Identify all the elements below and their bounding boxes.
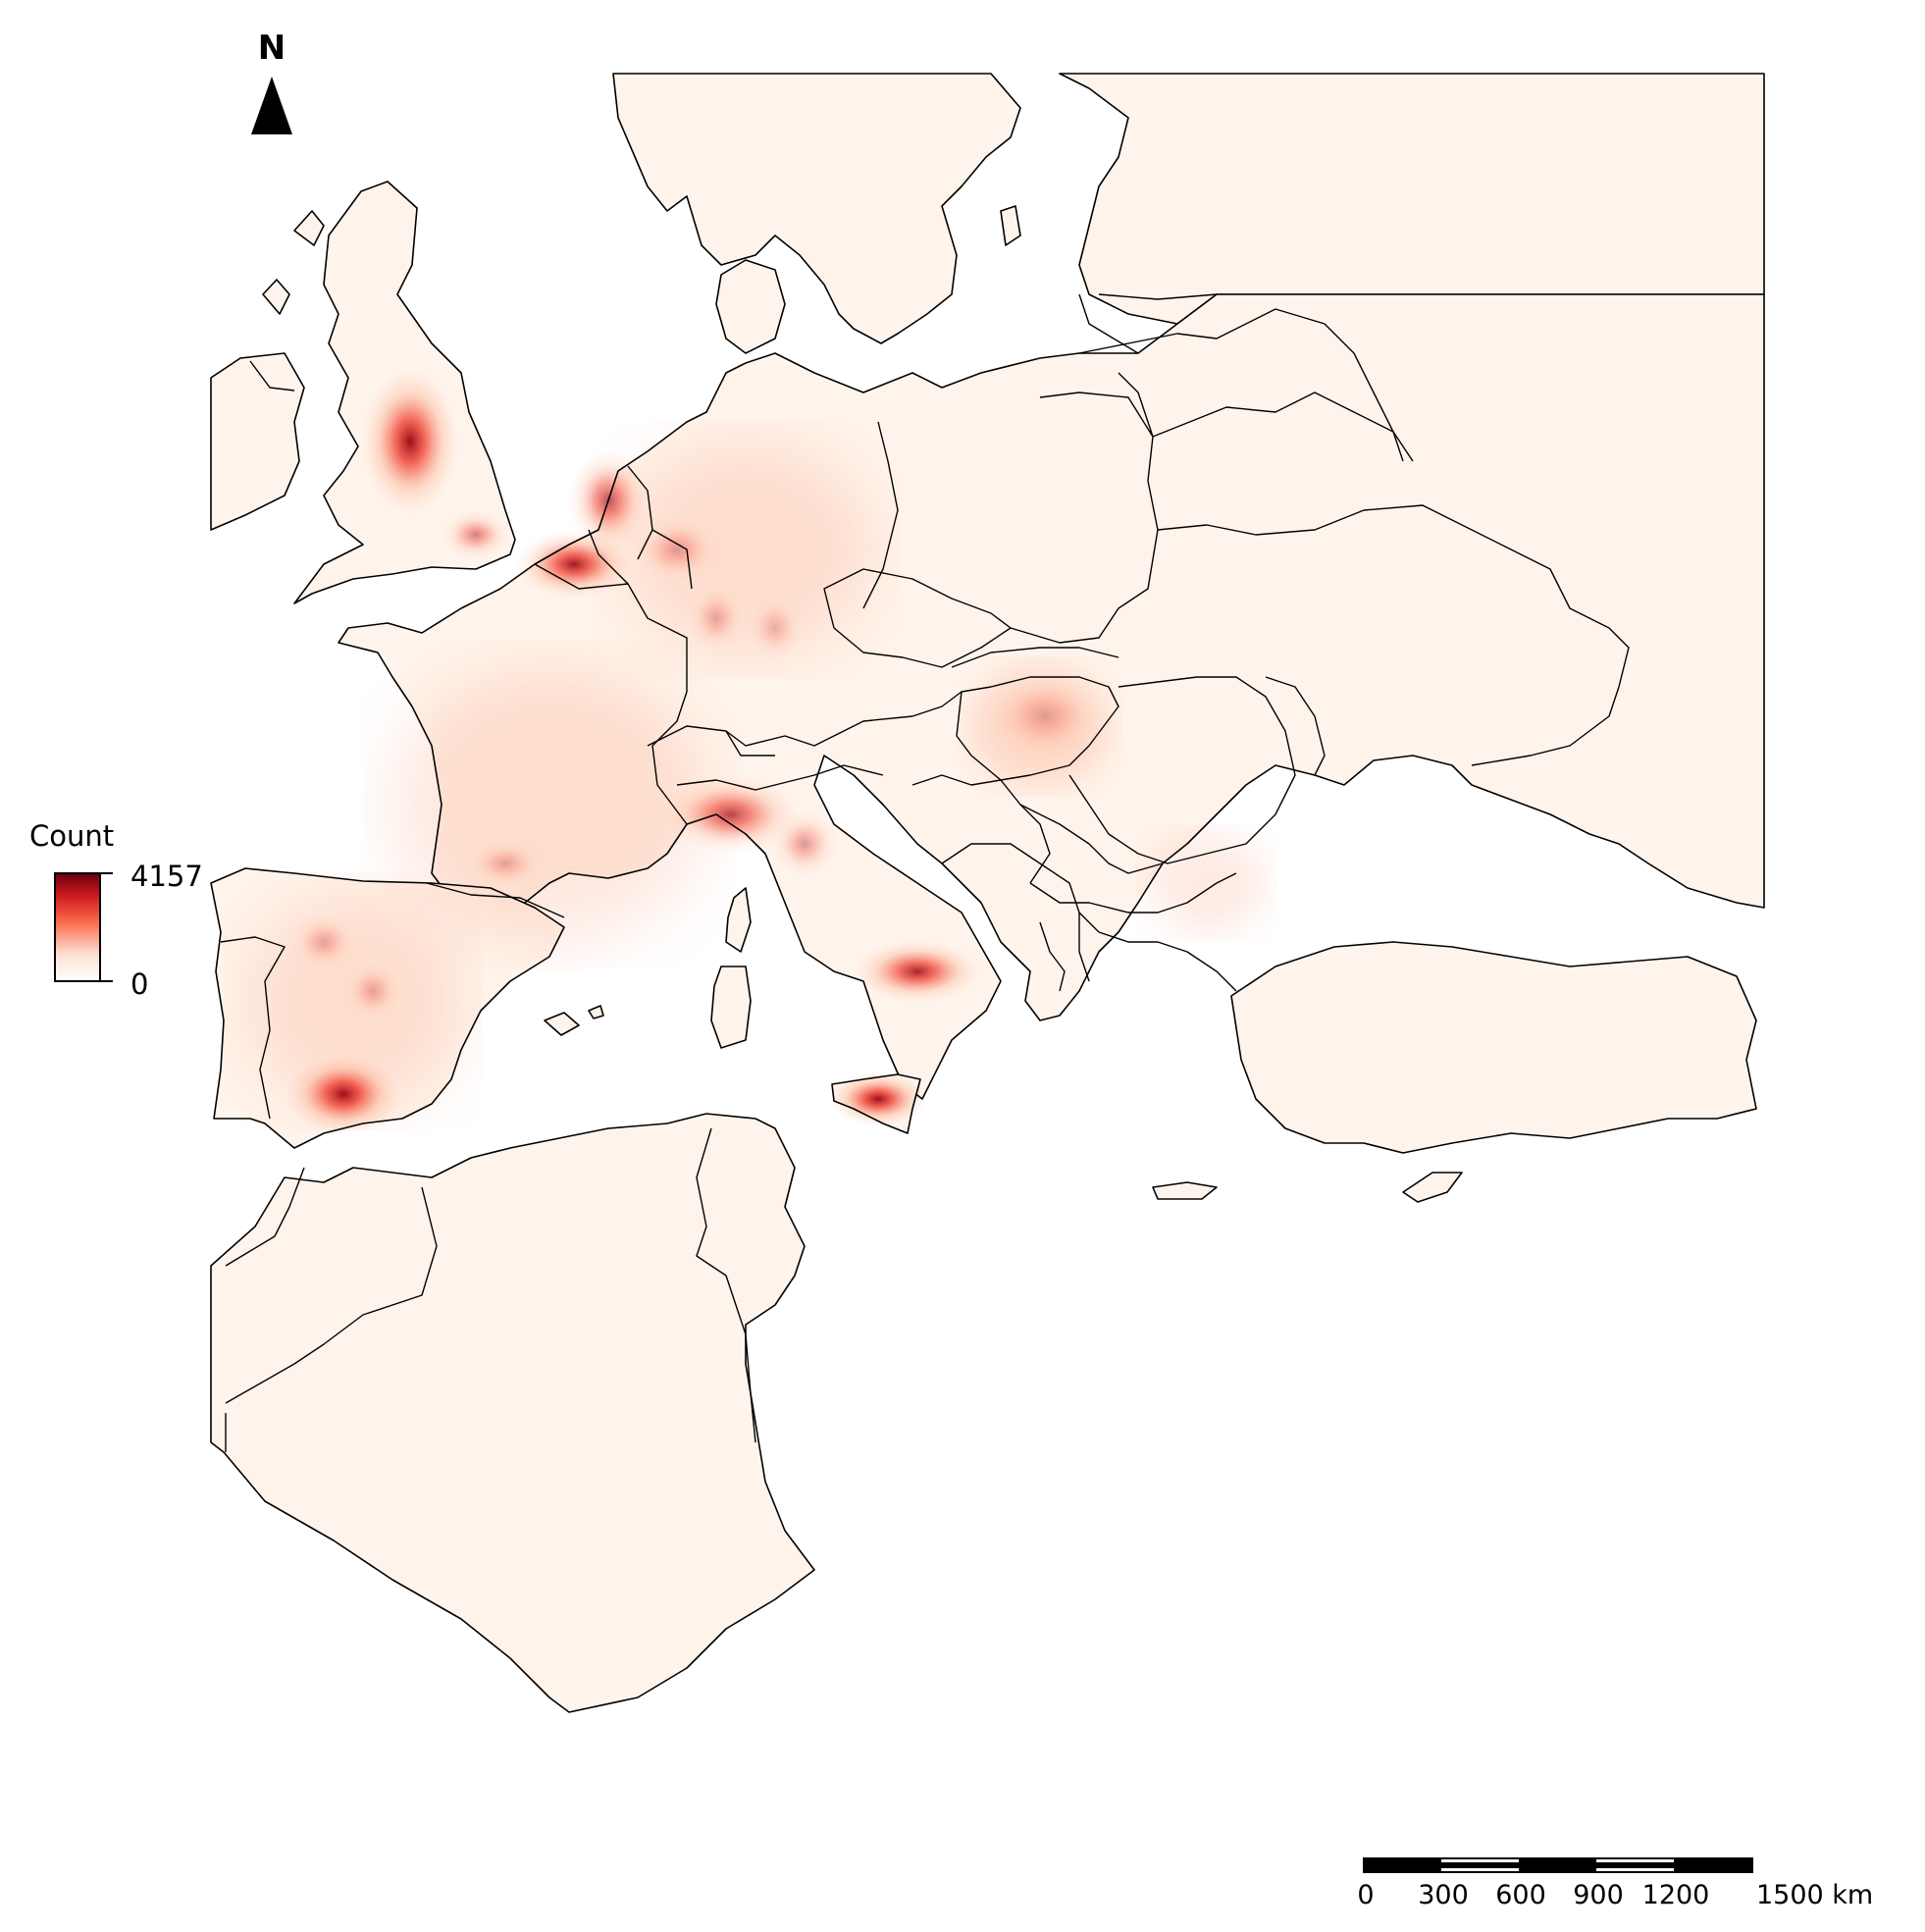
scale-tick-900: 900 xyxy=(1573,1880,1624,1910)
scale-tick-1200: 1200 xyxy=(1642,1880,1710,1910)
corsica xyxy=(725,887,752,953)
hotspot-western-germany xyxy=(633,515,721,584)
cyprus xyxy=(1402,1172,1463,1203)
anatolia xyxy=(1230,941,1757,1154)
finland-russia-north xyxy=(1059,73,1765,325)
denmark xyxy=(715,259,786,354)
scottish-isles xyxy=(262,210,325,315)
legend-colorbar xyxy=(54,872,101,982)
sardinia xyxy=(710,966,752,1049)
north-africa xyxy=(210,1113,815,1713)
hotspot-northern-italy xyxy=(662,775,800,854)
hotspot-andalusia xyxy=(285,1053,402,1135)
scale-tick-0: 0 xyxy=(1357,1880,1374,1910)
scale-tick-600: 600 xyxy=(1495,1880,1546,1910)
scandinavia xyxy=(612,73,1021,344)
hotspot-apulia xyxy=(854,940,981,1003)
hotspot-netherlands xyxy=(567,449,650,551)
scale-tick-300: 300 xyxy=(1418,1880,1469,1910)
scale-tick-1500: 1500 km xyxy=(1756,1880,1873,1910)
legend-min-label: 0 xyxy=(130,967,148,1001)
hotspot-northern-england xyxy=(361,368,459,515)
hotspot-sicily xyxy=(829,1071,927,1126)
hotspot-hungary xyxy=(986,672,1104,760)
legend-max-label: 4157 xyxy=(130,860,203,893)
crete xyxy=(1152,1181,1218,1200)
legend: Count 4157 0 xyxy=(29,819,203,1001)
north-arrow-icon xyxy=(251,77,292,134)
ireland xyxy=(210,352,305,531)
north-arrow-label: N xyxy=(258,28,286,68)
scale-bar: 0 300 600 900 1200 1500 km xyxy=(1357,1857,1873,1910)
hotspot-belgium xyxy=(515,530,633,599)
heatmap-layer xyxy=(245,368,1266,1135)
legend-title: Count xyxy=(29,819,114,853)
north-arrow: N xyxy=(251,28,292,134)
